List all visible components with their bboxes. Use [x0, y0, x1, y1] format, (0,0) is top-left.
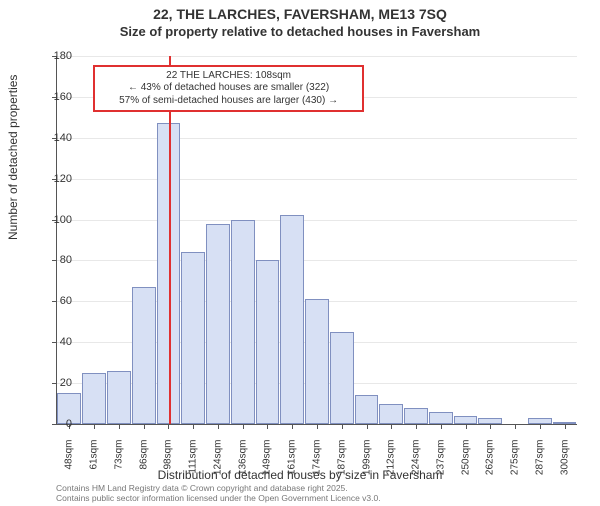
xtick-mark	[94, 424, 95, 429]
gridline	[57, 179, 577, 180]
xtick-mark	[193, 424, 194, 429]
chart-root: 22, THE LARCHES, FAVERSHAM, ME13 7SQ Siz…	[0, 6, 600, 506]
ytick-label: 180	[42, 50, 72, 62]
xtick-mark	[168, 424, 169, 429]
histogram-bar	[82, 373, 106, 424]
xtick-mark	[218, 424, 219, 429]
xtick-mark	[391, 424, 392, 429]
xtick-mark	[267, 424, 268, 429]
footer-attribution: Contains HM Land Registry data © Crown c…	[56, 484, 381, 504]
annotation-line: ← 43% of detached houses are smaller (32…	[101, 82, 355, 95]
ytick-label: 100	[42, 214, 72, 226]
histogram-bar	[305, 299, 329, 424]
xtick-label: 86sqm	[138, 438, 149, 470]
histogram-bar	[181, 252, 205, 424]
gridline	[57, 260, 577, 261]
xtick-mark	[342, 424, 343, 429]
xtick-mark	[466, 424, 467, 429]
ytick-label: 40	[42, 336, 72, 348]
xtick-mark	[243, 424, 244, 429]
histogram-bar	[206, 224, 230, 424]
histogram-bar	[256, 260, 280, 424]
xtick-mark	[317, 424, 318, 429]
y-axis-label: Number of detached properties	[6, 75, 20, 240]
ytick-label: 0	[42, 418, 72, 430]
ytick-label: 80	[42, 254, 72, 266]
xtick-mark	[119, 424, 120, 429]
gridline	[57, 56, 577, 57]
histogram-bar	[330, 332, 354, 424]
histogram-bar	[454, 416, 478, 424]
histogram-bar	[107, 371, 131, 424]
histogram-bar	[231, 220, 255, 424]
annotation-line: 57% of semi-detached houses are larger (…	[101, 95, 355, 108]
ytick-label: 20	[42, 377, 72, 389]
histogram-bar	[280, 215, 304, 424]
histogram-bar	[355, 395, 379, 424]
xtick-mark	[292, 424, 293, 429]
xtick-label: 98sqm	[163, 438, 174, 470]
histogram-bar	[132, 287, 156, 424]
xtick-mark	[367, 424, 368, 429]
gridline	[57, 138, 577, 139]
xtick-mark	[416, 424, 417, 429]
histogram-bar	[379, 404, 403, 424]
ytick-label: 160	[42, 91, 72, 103]
histogram-bar	[404, 408, 428, 424]
xtick-mark	[515, 424, 516, 429]
xtick-label: 48sqm	[64, 438, 75, 470]
xtick-mark	[144, 424, 145, 429]
xtick-mark	[540, 424, 541, 429]
ytick-label: 60	[42, 295, 72, 307]
annotation-box: 22 THE LARCHES: 108sqm← 43% of detached …	[93, 65, 363, 113]
chart-title: 22, THE LARCHES, FAVERSHAM, ME13 7SQ	[0, 6, 600, 22]
xtick-mark	[565, 424, 566, 429]
histogram-bar	[429, 412, 453, 424]
xtick-mark	[441, 424, 442, 429]
xtick-label: 73sqm	[113, 438, 124, 470]
plot-area: 48sqm61sqm73sqm86sqm98sqm111sqm124sqm136…	[56, 56, 577, 425]
footer-line-2: Contains public sector information licen…	[56, 494, 381, 504]
xtick-label: 61sqm	[89, 438, 100, 470]
annotation-line: 22 THE LARCHES: 108sqm	[101, 70, 355, 83]
ytick-label: 120	[42, 173, 72, 185]
x-axis-label: Distribution of detached houses by size …	[0, 468, 600, 482]
chart-subtitle: Size of property relative to detached ho…	[0, 24, 600, 39]
gridline	[57, 220, 577, 221]
xtick-mark	[490, 424, 491, 429]
ytick-label: 140	[42, 132, 72, 144]
